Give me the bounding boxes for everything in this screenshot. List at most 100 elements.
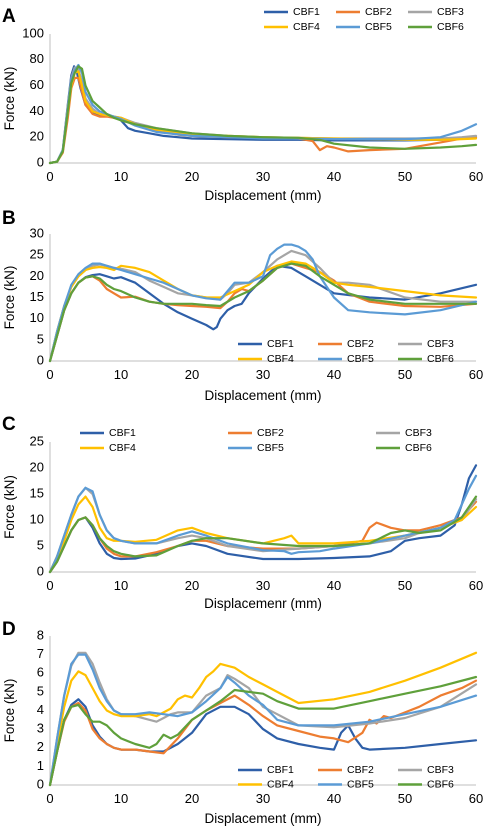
series-line-cbf5 [48, 653, 478, 787]
y-tick-label: 10 [30, 511, 44, 526]
series-line-cbf2 [48, 679, 478, 787]
x-tick-label: 50 [398, 791, 412, 806]
series-line-cbf2 [48, 76, 478, 165]
chart-a-svg: A 0 10 20 30 40 50 60 0 20 40 60 80 100 Displacement (… [2, 6, 483, 203]
y-tick-label: 5 [37, 331, 44, 346]
series-line-cbf5 [48, 63, 478, 165]
x-axis-title: Displacement (mm) [204, 188, 321, 203]
panel-letter: B [2, 208, 16, 229]
series-line-cbf6 [48, 262, 478, 363]
y-axis-title: Force (kN) [2, 679, 17, 743]
x-axis-title: Displacement (mm) [204, 388, 321, 403]
y-tick-label: 20 [30, 129, 44, 144]
y-tick-label: 1 [37, 758, 44, 773]
y-tick-label: 10 [30, 310, 44, 325]
legend-label: CBF3 [427, 338, 454, 350]
legend-label: CBF4 [267, 353, 294, 365]
x-tick-label: 10 [114, 791, 128, 806]
series-line-cbf1 [48, 698, 478, 787]
legend-label: CBF5 [347, 778, 374, 790]
panel-letter: A [2, 6, 16, 27]
x-tick-label: 40 [327, 367, 341, 382]
y-tick-label: 0 [37, 352, 44, 367]
x-tick-label: 0 [46, 791, 53, 806]
y-tick-label: 3 [37, 721, 44, 736]
x-tick-label: 40 [327, 791, 341, 806]
y-tick-label: 0 [37, 563, 44, 578]
x-tick-label: 10 [114, 367, 128, 382]
panel-c: C 0 10 20 30 40 50 60 0 5 10 15 20 25 Displacemenr (mm… [0, 412, 484, 618]
series-line-cbf3 [48, 651, 478, 787]
panel-b: B 0 10 20 30 40 50 60 0 5 10 15 20 25 30 Displacement (… [0, 206, 484, 412]
y-tick-label: 60 [30, 77, 44, 92]
series-line-cbf1 [48, 464, 478, 574]
y-tick-label: 30 [30, 225, 44, 240]
legend-label: CBF6 [437, 21, 464, 33]
legend-label: CBF2 [347, 338, 374, 350]
x-tick-label: 60 [469, 578, 483, 593]
legend-label: CBF4 [267, 778, 294, 790]
y-tick-label: 100 [22, 25, 44, 40]
panel-letter: C [2, 414, 16, 435]
y-axis-title: Force (kN) [2, 266, 17, 330]
x-tick-label: 30 [256, 578, 270, 593]
series-line-cbf5 [48, 243, 478, 363]
y-tick-label: 2 [37, 739, 44, 754]
legend-label: CBF5 [257, 442, 284, 454]
legend-label: CBF1 [293, 6, 320, 18]
x-tick-label: 20 [185, 169, 199, 184]
legend-label: CBF2 [257, 427, 284, 439]
y-tick-label: 0 [37, 154, 44, 169]
x-tick-label: 0 [46, 367, 53, 382]
legend-label: CBF4 [109, 442, 136, 454]
y-tick-label: 8 [37, 627, 44, 642]
x-tick-label: 0 [46, 169, 53, 184]
series-line-cbf6 [48, 675, 478, 787]
x-tick-label: 20 [185, 367, 199, 382]
y-axis-title: Force (kN) [2, 475, 17, 539]
legend-label: CBF1 [267, 764, 294, 776]
y-tick-label: 7 [37, 646, 44, 661]
x-tick-label: 50 [398, 578, 412, 593]
legend-label: CBF3 [405, 427, 432, 439]
series-line-cbf5 [48, 474, 478, 574]
x-tick-label: 20 [185, 791, 199, 806]
x-axis-title: Displacemenr (mm) [204, 596, 322, 611]
y-tick-label: 5 [37, 683, 44, 698]
legend-label: CBF6 [427, 353, 454, 365]
y-tick-label: 6 [37, 665, 44, 680]
legend-label: CBF3 [427, 764, 454, 776]
x-tick-label: 50 [398, 169, 412, 184]
x-tick-label: 40 [327, 169, 341, 184]
x-axis-title: Displacement (mm) [204, 811, 321, 826]
legend-label: CBF1 [267, 338, 294, 350]
x-tick-label: 40 [327, 578, 341, 593]
y-tick-label: 4 [37, 702, 44, 717]
legend-label: CBF3 [437, 6, 464, 18]
legend-label: CBF6 [427, 778, 454, 790]
series-line-cbf4 [48, 651, 478, 787]
x-tick-label: 10 [114, 578, 128, 593]
x-tick-label: 50 [398, 367, 412, 382]
chart-c-svg: C 0 10 20 30 40 50 60 0 5 10 15 20 25 Displacemenr (mm… [2, 414, 483, 611]
x-tick-label: 10 [114, 169, 128, 184]
y-tick-label: 20 [30, 459, 44, 474]
y-tick-label: 0 [37, 776, 44, 791]
legend-label: CBF6 [405, 442, 432, 454]
y-tick-label: 15 [30, 289, 44, 304]
legend-label: CBF2 [347, 764, 374, 776]
y-tick-label: 25 [30, 247, 44, 262]
series-line-cbf6 [48, 495, 478, 574]
legend-label: CBF5 [365, 21, 392, 33]
x-tick-label: 30 [256, 791, 270, 806]
series-line-cbf4 [48, 495, 478, 574]
panel-d: D 0 10 20 30 40 50 60 0 1 2 3 4 5 6 7 8 Displacement (mm)… [0, 618, 484, 830]
legend-label: CBF4 [293, 21, 320, 33]
legend-label: CBF1 [109, 427, 136, 439]
x-tick-label: 60 [469, 367, 483, 382]
legend-label: CBF2 [365, 6, 392, 18]
chart-d-svg: D 0 10 20 30 40 50 60 0 1 2 3 4 5 6 7 8 Displacement (mm)… [2, 619, 483, 826]
series-line-cbf6 [48, 65, 478, 165]
panel-a: A 0 10 20 30 40 50 60 0 20 40 60 80 100 Displacement (… [0, 0, 484, 206]
